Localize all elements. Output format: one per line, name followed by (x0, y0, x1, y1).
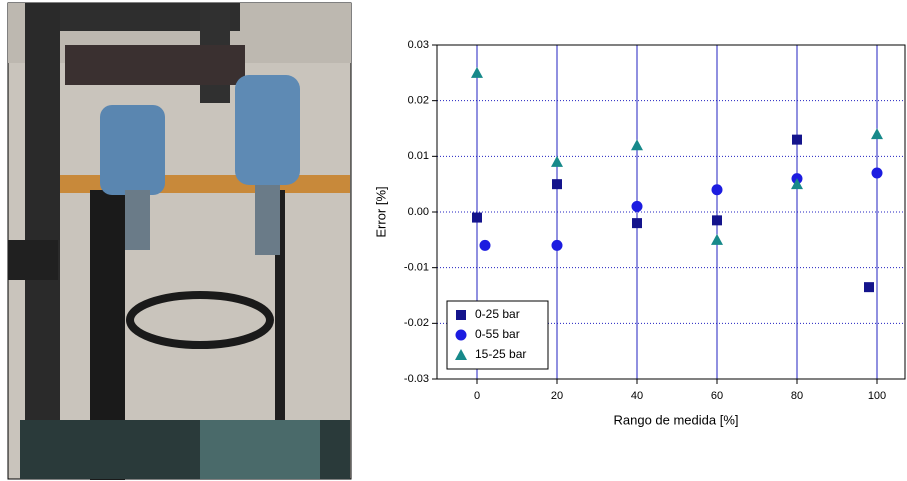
point (712, 215, 722, 226)
point (631, 139, 643, 151)
point (711, 233, 723, 245)
point (551, 239, 563, 251)
legend-label: 15-25 bar (475, 347, 526, 361)
point (479, 239, 491, 251)
legend-label: 0-55 bar (475, 327, 520, 341)
x-tick-label: 80 (791, 390, 803, 402)
x-axis-label: Rango de medida [%] (613, 412, 738, 427)
point (864, 282, 874, 293)
y-axis-label: Error [%] (373, 186, 388, 237)
point (632, 218, 642, 229)
x-tick-label: 40 (631, 390, 643, 402)
y-tick-label: -0.02 (404, 317, 429, 329)
legend-label: 0-25 bar (475, 307, 520, 321)
y-tick-label: 0.01 (408, 150, 429, 162)
y-tick-label: -0.03 (404, 373, 429, 385)
y-tick-label: -0.01 (404, 262, 429, 274)
point (792, 134, 802, 145)
legend-marker (455, 349, 467, 360)
photo (7, 2, 352, 480)
point (871, 128, 883, 140)
x-tick-label: 60 (711, 390, 723, 402)
y-tick-label: 0.02 (408, 95, 429, 107)
y-tick-label: 0.03 (408, 39, 429, 51)
point (871, 167, 883, 179)
y-tick-label: 0.00 (408, 206, 429, 218)
x-tick-label: 20 (551, 390, 563, 402)
point (631, 200, 643, 212)
point (551, 155, 563, 167)
legend-marker (456, 310, 466, 320)
point (552, 179, 562, 190)
legend-marker (455, 329, 467, 341)
x-tick-label: 100 (868, 390, 886, 402)
plot-frame (436, 44, 906, 380)
point (711, 184, 723, 196)
point (791, 178, 803, 190)
point (471, 66, 483, 78)
point (472, 212, 482, 223)
x-tick-label: 0 (474, 390, 480, 402)
